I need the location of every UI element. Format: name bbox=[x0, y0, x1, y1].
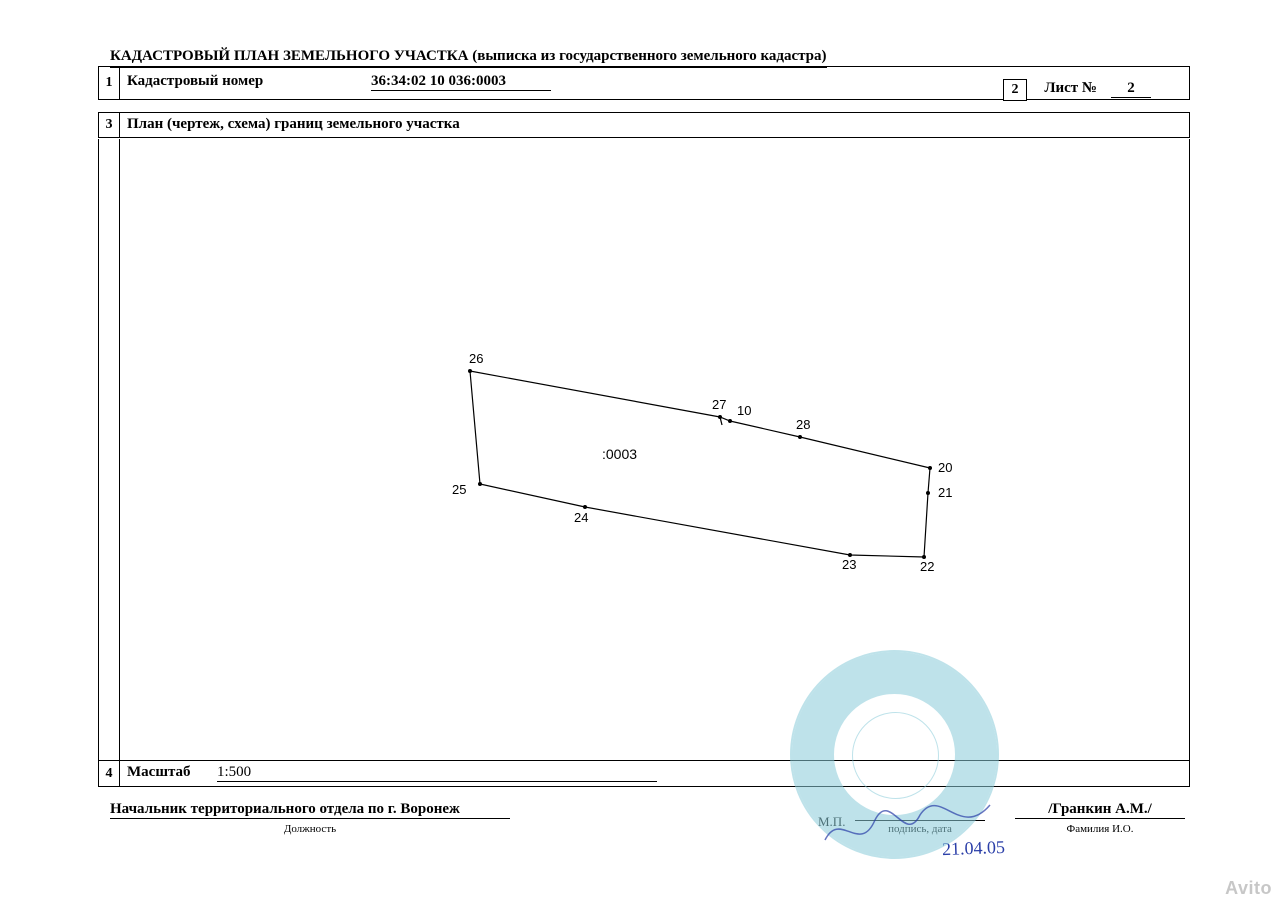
svg-text:27: 27 bbox=[712, 397, 726, 412]
svg-text:10: 10 bbox=[737, 403, 751, 418]
svg-text:23: 23 bbox=[842, 557, 856, 572]
svg-text::0003: :0003 bbox=[602, 446, 637, 462]
signer-position: Начальник территориального отдела по г. … bbox=[110, 801, 510, 819]
watermark: Avito bbox=[1225, 878, 1272, 899]
title-main: КАДАСТРОВЫЙ ПЛАН ЗЕМЕЛЬНОГО УЧАСТКА bbox=[110, 48, 469, 64]
cell-1: 1 bbox=[99, 67, 120, 99]
svg-text:26: 26 bbox=[469, 351, 483, 366]
document-title: КАДАСТРОВЫЙ ПЛАН ЗЕМЕЛЬНОГО УЧАСТКА (вып… bbox=[110, 48, 827, 68]
plan-box: 26 27 10 28 20 21 22 23 24 25 :0003 bbox=[98, 139, 1190, 761]
cadastral-number: 36:34:02 10 036:0003 bbox=[371, 73, 551, 91]
sheet-box: 2 bbox=[1003, 79, 1027, 101]
scale-label: Масштаб bbox=[127, 764, 191, 781]
cadastral-label: Кадастровый номер bbox=[127, 73, 263, 90]
cell-3: 3 bbox=[99, 113, 120, 137]
svg-text:21: 21 bbox=[938, 485, 952, 500]
sheet-number: 2 bbox=[1111, 80, 1151, 98]
signature-scribble bbox=[820, 785, 1000, 865]
sheet-label: Лист № bbox=[1044, 80, 1097, 97]
scale-value: 1:500 bbox=[217, 764, 657, 782]
row-scale: 4 Масштаб 1:500 bbox=[98, 761, 1190, 787]
svg-text:25: 25 bbox=[452, 482, 466, 497]
plan-header-label: План (чертеж, схема) границ земельного у… bbox=[127, 116, 460, 133]
row-plan-header: 3 План (чертеж, схема) границ земельного… bbox=[98, 112, 1190, 138]
svg-text:24: 24 bbox=[574, 510, 588, 525]
parcel-polygon: 26 27 10 28 20 21 22 23 24 25 :0003 bbox=[120, 139, 1190, 761]
signer-name: /Гранкин А.М./ bbox=[1015, 801, 1185, 819]
svg-text:20: 20 bbox=[938, 460, 952, 475]
cell-4: 4 bbox=[99, 761, 120, 786]
svg-text:22: 22 bbox=[920, 559, 934, 574]
row-cadastral: 1 Кадастровый номер 36:34:02 10 036:0003… bbox=[98, 66, 1190, 100]
svg-text:28: 28 bbox=[796, 417, 810, 432]
signer-name-sub: Фамилия И.О. bbox=[1015, 823, 1185, 835]
title-suffix: (выписка из государственного земельного … bbox=[472, 48, 826, 64]
signer-position-sub: Должность bbox=[110, 823, 510, 835]
